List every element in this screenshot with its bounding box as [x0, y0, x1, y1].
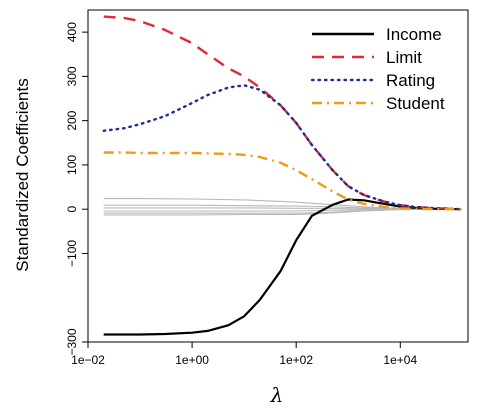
legend-label-income: Income — [386, 25, 442, 44]
legend-label-rating: Rating — [386, 71, 435, 90]
y-tick-label: 100 — [65, 155, 79, 175]
x-tick-label: 1e+02 — [279, 353, 313, 367]
y-tick-label: 400 — [65, 22, 79, 42]
x-axis-title: λ — [270, 383, 284, 407]
y-tick-label: 0 — [65, 206, 79, 213]
legend-label-limit: Limit — [386, 48, 422, 67]
series-line-income — [103, 198, 462, 336]
series-line-limit — [103, 15, 462, 211]
y-tick-label: −100 — [65, 240, 79, 267]
y-tick-label: 300 — [65, 66, 79, 86]
legend-label-student: Student — [386, 94, 445, 113]
series-line-other-9 — [103, 208, 462, 216]
series-line-rating — [102, 84, 463, 211]
series-lines — [102, 15, 463, 336]
y-tick-label: −300 — [65, 328, 79, 355]
legend: Income Limit Rating Student — [310, 25, 445, 113]
axes: 1e−02 1e+00 1e+02 1e+04 −300 −100 0 100 200 300 40… — [65, 9, 469, 367]
series-line-student — [103, 151, 462, 211]
x-tick-label: 1e+00 — [175, 353, 209, 367]
plot-frame — [87, 9, 469, 343]
y-axis-title: Standardized Coefficients — [13, 78, 32, 271]
y-tick-label: 200 — [65, 110, 79, 130]
x-tick-label: 1e+04 — [383, 353, 417, 367]
x-tick-label: 1e−02 — [71, 353, 105, 367]
